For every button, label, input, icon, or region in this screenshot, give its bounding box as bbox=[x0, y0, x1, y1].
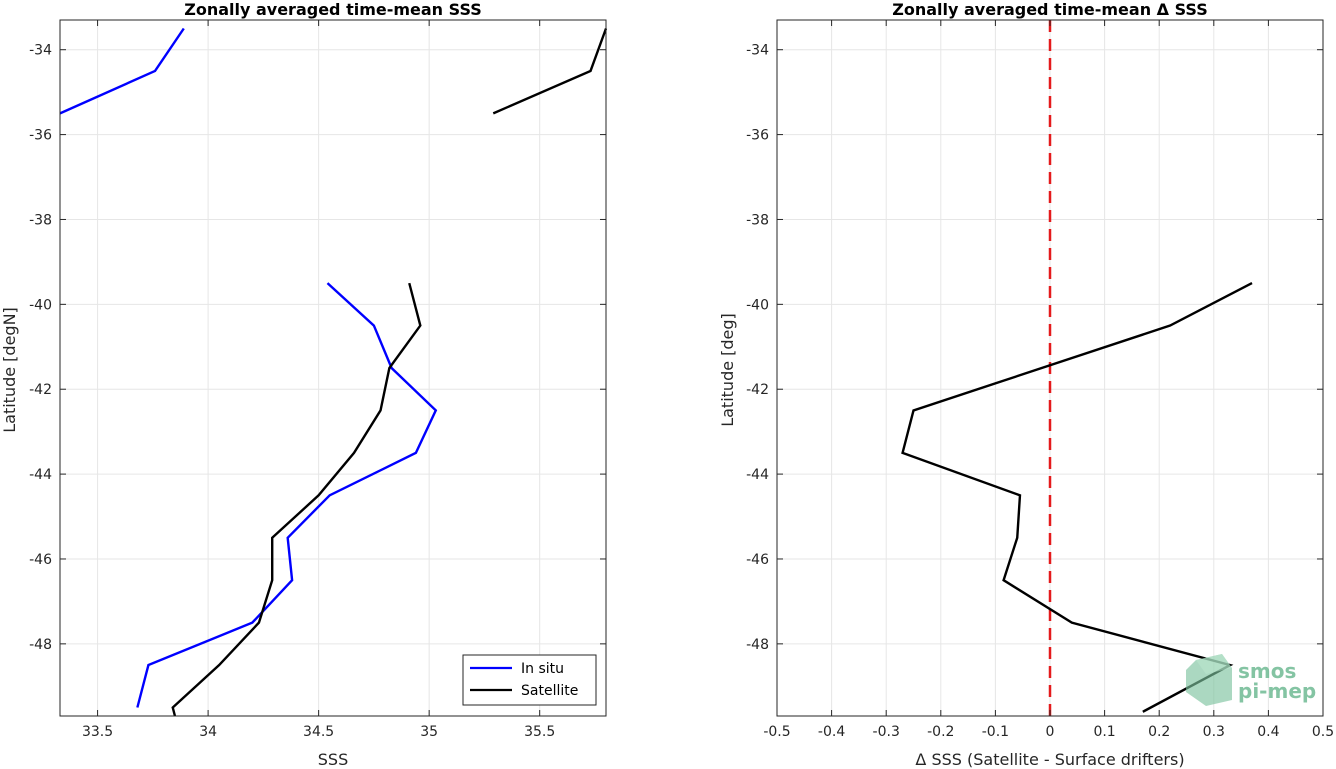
x-tick-label: -0.2 bbox=[927, 724, 954, 740]
legend: In situ Satellite bbox=[462, 654, 597, 706]
y-axis-label-sss: Latitude [degN] bbox=[0, 307, 19, 433]
y-tick-label: -42 bbox=[29, 382, 52, 398]
logo-text-smos: smos bbox=[1238, 659, 1296, 683]
y-tick-label: -38 bbox=[746, 212, 769, 228]
ticks-sss: 33.5 34 34.5 35 35.5 -34 -36 -38 -40 -42 -44 -46 -48 bbox=[29, 20, 606, 740]
y-tick-label: -36 bbox=[746, 128, 769, 144]
y-tick-label: -34 bbox=[29, 43, 52, 59]
x-tick-label: 34 bbox=[199, 724, 217, 740]
satellite-line-segment-0 bbox=[492, 28, 608, 115]
x-tick-label: 0.5 bbox=[1312, 724, 1334, 740]
x-tick-label: 35.5 bbox=[524, 724, 555, 740]
x-tick-label: 35 bbox=[420, 724, 438, 740]
x-tick-label: 0.4 bbox=[1257, 724, 1279, 740]
x-tick-label: 0.2 bbox=[1148, 724, 1170, 740]
x-axis-label-delta-sss: Δ SSS (Satellite - Surface drifters) bbox=[915, 750, 1184, 769]
delta-line-segment-0 bbox=[901, 282, 1253, 713]
in-situ-line-segment-1 bbox=[136, 282, 438, 708]
y-tick-label: -44 bbox=[746, 467, 769, 483]
logo-cube-face-icon bbox=[1196, 654, 1232, 674]
x-tick-label: 34.5 bbox=[303, 724, 334, 740]
ticks-delta-sss: -0.5 -0.4 -0.3 -0.2 -0.1 0 0.1 0.2 0.3 0.4 0.5 -34 -… bbox=[746, 20, 1334, 740]
x-tick-label: 0 bbox=[1046, 724, 1055, 740]
y-tick-label: -34 bbox=[746, 43, 769, 59]
y-tick-label: -40 bbox=[29, 297, 52, 313]
grid-sss bbox=[60, 20, 606, 716]
y-tick-label: -38 bbox=[29, 212, 52, 228]
in-situ-line-segment-0 bbox=[59, 27, 185, 115]
series-lines-sss bbox=[59, 27, 608, 717]
series-lines-delta-sss bbox=[901, 282, 1253, 713]
legend-label-satellite: Satellite bbox=[521, 683, 578, 699]
x-tick-label: 33.5 bbox=[82, 724, 113, 740]
x-tick-label: -0.1 bbox=[982, 724, 1009, 740]
plot-area-sss bbox=[60, 20, 606, 716]
y-tick-label: -48 bbox=[29, 637, 52, 653]
x-tick-label: -0.3 bbox=[873, 724, 900, 740]
y-axis-label-delta-sss: Latitude [deg] bbox=[718, 313, 737, 427]
x-tick-label: 0.3 bbox=[1203, 724, 1225, 740]
y-tick-label: -48 bbox=[746, 637, 769, 653]
panel-sss: 33.5 34 34.5 35 35.5 -34 -36 -38 -40 -42 -44 -46 -48… bbox=[0, 0, 608, 769]
legend-box bbox=[462, 654, 597, 706]
y-tick-label: -46 bbox=[29, 552, 52, 568]
x-tick-label: 0.1 bbox=[1093, 724, 1115, 740]
y-tick-label: -40 bbox=[746, 297, 769, 313]
logo-text-pi-mep: pi-mep bbox=[1238, 679, 1316, 703]
y-tick-label: -42 bbox=[746, 382, 769, 398]
x-axis-label-sss: SSS bbox=[318, 750, 348, 769]
smos-pi-mep-logo: smos pi-mep bbox=[1186, 654, 1316, 706]
panel-delta-sss: -0.5 -0.4 -0.3 -0.2 -0.1 0 0.1 0.2 0.3 0.4 0.5 -34 -… bbox=[718, 0, 1334, 769]
y-tick-label: -44 bbox=[29, 467, 52, 483]
chart-title-sss: Zonally averaged time-mean SSS bbox=[184, 0, 482, 19]
satellite-line-segment-1 bbox=[171, 282, 422, 717]
x-tick-label: -0.5 bbox=[763, 724, 790, 740]
legend-label-in-situ: In situ bbox=[521, 661, 564, 677]
chart-title-delta-sss: Zonally averaged time-mean Δ SSS bbox=[892, 0, 1208, 19]
y-tick-label: -46 bbox=[746, 552, 769, 568]
y-tick-label: -36 bbox=[29, 128, 52, 144]
x-tick-label: -0.4 bbox=[818, 724, 845, 740]
axes-frame-sss bbox=[59, 19, 607, 717]
